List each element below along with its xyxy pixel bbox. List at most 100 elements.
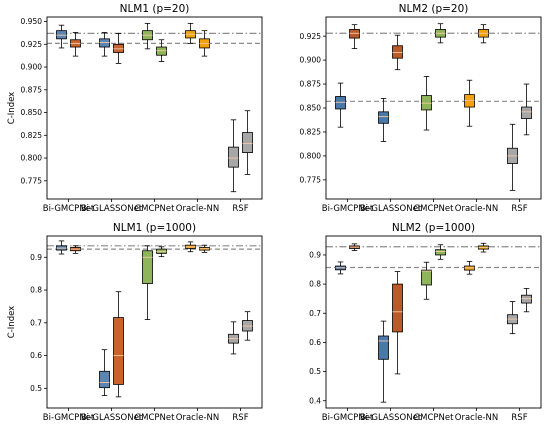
box-iqr <box>156 46 167 56</box>
p0-box-oracle-nn-1 <box>185 22 196 44</box>
p1-box-bi-gmcpnet-1 <box>335 82 346 128</box>
p3-x-tick-label: Oracle-NN <box>455 413 498 423</box>
p2-box-bi-glassonet-1 <box>99 349 110 396</box>
p0-box-bi-glassonet-2 <box>113 32 124 64</box>
p1-panel-title: NLM2 (p=20) <box>399 3 469 15</box>
p2-box-rsf-1 <box>228 321 239 355</box>
p2-x-tick-label: Oracle-NN <box>176 413 219 423</box>
p0-y-axis-label: C-Index <box>7 92 17 124</box>
panel-nlm2-p1000: NLM2 (p=1000) 0.9 0.8 0.7 0.6 0.5 0.4Bi-GMCPNe… <box>309 222 542 423</box>
p2-box-rsf-2 <box>242 311 253 341</box>
box-iqr <box>113 43 124 53</box>
box-iqr <box>142 250 153 284</box>
p0-y-tick-label: 0.875 <box>21 85 43 94</box>
box-iqr <box>464 94 475 108</box>
box-iqr <box>435 249 446 256</box>
box-iqr <box>392 283 403 333</box>
p2-y-tick-label: 0.7 <box>30 318 42 327</box>
box-iqr <box>335 96 346 110</box>
p1-y-tick-label: 0.875 <box>300 80 322 89</box>
p1-y-tick-label: 0.925 <box>300 32 322 41</box>
p0-box-oracle-nn-2 <box>199 30 210 57</box>
panel-nlm2-p20: NLM2 (p=20) 0.925 0.900 0.875 0.850 0.825 0.80… <box>300 3 542 214</box>
p3-y-tick-label: 0.8 <box>309 280 321 289</box>
p3-box-rsf-2 <box>521 288 532 313</box>
p3-y-tick-label: 0.9 <box>309 251 321 260</box>
p2-y-axis-label: C-Index <box>7 306 17 338</box>
box-iqr <box>56 30 67 40</box>
p0-x-tick-label: Bi-GLASSONet <box>81 204 143 214</box>
p3-y-tick-label: 0.6 <box>309 338 321 347</box>
p3-box-gmcpnet-2 <box>435 244 446 260</box>
p0-box-bi-gmcpnet-2 <box>70 32 81 57</box>
p0-box-rsf-2 <box>242 110 253 175</box>
box-iqr <box>378 111 389 124</box>
box-iqr <box>349 29 360 39</box>
p3-plot-frame <box>325 235 542 409</box>
p2-y-tick-label: 0.9 <box>30 253 42 262</box>
p0-x-tick-label: Bi-GMCPNet <box>43 204 95 214</box>
p1-box-oracle-nn-1 <box>464 79 475 127</box>
box-iqr <box>378 335 389 360</box>
box-iqr <box>99 370 110 389</box>
p3-box-oracle-nn-2 <box>478 242 489 253</box>
p2-y-tick-label: 0.6 <box>30 351 42 360</box>
p3-box-bi-gmcpnet-1 <box>335 261 346 275</box>
box-iqr <box>392 45 403 59</box>
p1-box-oracle-nn-2 <box>478 24 489 44</box>
p0-y-tick-label: 0.900 <box>21 63 43 72</box>
p2-box-bi-gmcpnet-2 <box>70 245 81 254</box>
box-iqr <box>242 132 253 153</box>
p3-x-tick-label: GMCPNet <box>414 413 455 423</box>
p3-box-bi-glassonet-1 <box>378 320 389 403</box>
p2-box-bi-gmcpnet-1 <box>56 240 67 255</box>
p1-x-tick-label: GMCPNet <box>414 204 455 214</box>
box-iqr <box>228 146 239 168</box>
p0-plot-frame <box>46 16 263 200</box>
box-iqr <box>113 317 124 385</box>
box-iqr <box>99 38 110 48</box>
p1-box-gmcpnet-2 <box>435 23 446 44</box>
p0-y-tick-label: 0.925 <box>21 40 43 49</box>
p3-y-tick-label: 0.5 <box>309 367 321 376</box>
p0-x-tick-label: Oracle-NN <box>176 204 219 214</box>
box-iqr <box>421 269 432 286</box>
p0-box-gmcpnet-1 <box>142 22 153 50</box>
p1-y-tick-label: 0.850 <box>300 104 322 113</box>
p2-panel-title: NLM1 (p=1000) <box>113 222 196 234</box>
p0-box-gmcpnet-2 <box>156 39 167 62</box>
p1-x-tick-label: RSF <box>511 204 527 214</box>
p3-y-tick-label: 0.4 <box>309 396 321 405</box>
p3-box-rsf-1 <box>507 301 518 335</box>
p2-box-gmcpnet-2 <box>156 246 167 258</box>
p1-box-bi-gmcpnet-2 <box>349 24 360 50</box>
p2-y-tick-label: 0.8 <box>30 286 42 295</box>
p1-y-tick-label: 0.775 <box>300 175 322 184</box>
box-iqr <box>521 106 532 119</box>
p1-x-tick-label: Bi-GLASSONet <box>360 204 422 214</box>
p1-box-rsf-1 <box>507 123 518 191</box>
p2-x-tick-label: RSF <box>232 413 248 423</box>
p0-y-tick-label: 0.800 <box>21 154 43 163</box>
p3-y-tick-label: 0.7 <box>309 309 321 318</box>
p0-y-tick-label: 0.775 <box>21 176 43 185</box>
p2-x-tick-label: GMCPNet <box>135 413 176 423</box>
p2-box-gmcpnet-1 <box>142 245 153 320</box>
p3-box-bi-glassonet-2 <box>392 271 403 375</box>
p0-y-tick-label: 0.850 <box>21 108 43 117</box>
p2-box-oracle-nn-2 <box>199 244 210 253</box>
p1-box-gmcpnet-1 <box>421 75 432 131</box>
p3-box-gmcpnet-1 <box>421 261 432 300</box>
p1-y-tick-label: 0.825 <box>300 128 322 137</box>
p3-x-tick-label: Bi-GMCPNet <box>322 413 374 423</box>
p1-box-bi-glassonet-2 <box>392 34 403 71</box>
p1-x-tick-label: Oracle-NN <box>455 204 498 214</box>
p0-panel-title: NLM1 (p=20) <box>120 3 190 15</box>
p2-plot-frame <box>46 235 263 409</box>
p2-x-tick-label: Bi-GMCPNet <box>43 413 95 423</box>
p3-x-tick-label: RSF <box>511 413 527 423</box>
p1-plot-frame <box>325 16 542 200</box>
p1-box-rsf-2 <box>521 83 532 136</box>
p3-x-tick-label: Bi-GLASSONet <box>360 413 422 423</box>
